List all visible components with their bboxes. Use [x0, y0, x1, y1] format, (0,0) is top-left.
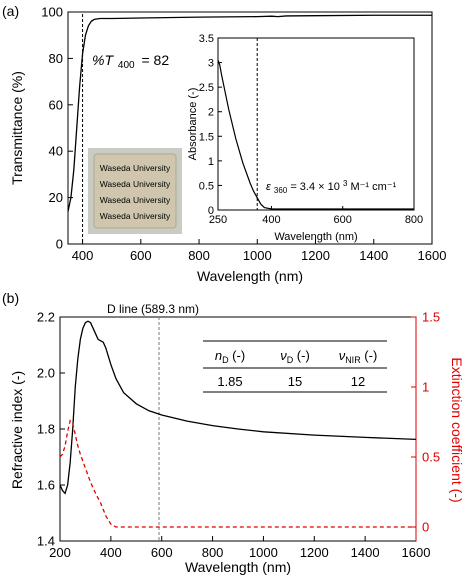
- inset-xtick-label: 400: [262, 214, 280, 226]
- vD-unit: (-): [293, 348, 310, 363]
- nD-unit: (-): [229, 348, 246, 363]
- panel-a-ytick-label: 80: [49, 51, 63, 66]
- inset-annotation-value: = 3.4 × 10: [290, 181, 340, 193]
- panel-a-ylabel: Transmittance (%): [9, 71, 25, 185]
- panel-b-label: (b): [2, 290, 19, 306]
- panel-b-extinction-coefficient-curve: [59, 419, 416, 528]
- inset-absorption-annotation: ε 360 = 3.4 × 10 3 M⁻¹ cm⁻¹: [266, 177, 397, 196]
- inset-xtick-label: 600: [334, 214, 352, 226]
- inset-ytick-label: 1.5: [199, 131, 214, 143]
- panel-b-refractive-index-curve: [59, 320, 417, 495]
- panel-a-ytick-label: 100: [41, 5, 63, 20]
- panel-a-xlabel: Wavelength (nm): [197, 268, 303, 284]
- inset-annotation-epsilon: ε: [266, 181, 271, 193]
- photo-text-line-1: Waseda University: [100, 163, 171, 173]
- table-header-vD: νD (-): [280, 348, 310, 365]
- inset-ytick-label: 3: [208, 58, 214, 70]
- panel-b-y2tick-label: 0.5: [422, 450, 440, 465]
- table-value-vNIR: 12: [351, 374, 365, 389]
- panel-b: (b) 200 400 600 800 1000 1200 1400 1600 1.4 1.6 1.…: [2, 290, 462, 575]
- vNIR-symbol: ν: [339, 348, 346, 363]
- film-photo: Waseda University Waseda University Wase…: [88, 148, 182, 234]
- panel-b-ytick-label: 2.0: [37, 366, 55, 381]
- inset-plot-frame: [217, 37, 415, 211]
- photo-text-line-4: Waseda University: [100, 211, 171, 221]
- photo-text-line-3: Waseda University: [100, 195, 171, 205]
- inset-xtick-label: 250: [209, 214, 227, 226]
- inset-ticks: 250 400 600 800 0 0.5 1 1.5 2 2.5 3 3.5: [199, 33, 423, 226]
- vNIR-unit: (-): [361, 348, 378, 363]
- panel-b-y2tick-label: 0: [422, 520, 429, 535]
- panel-b-xtick-label: 200: [49, 545, 71, 560]
- panel-a-ytick-label: 0: [56, 237, 63, 252]
- panel-a-xtick-label: 600: [130, 248, 152, 263]
- panel-b-xtick-label: 1200: [300, 545, 329, 560]
- panel-a-ytick-label: 40: [49, 144, 63, 159]
- panel-a-xtick-label: 1400: [359, 248, 388, 263]
- inset-absorbance-curve: [217, 59, 414, 210]
- panel-b-ylabel: Refractive index (-): [9, 371, 25, 489]
- vNIR-subscript: NIR: [345, 355, 361, 365]
- panel-b-y2tick-label: 1.5: [422, 310, 440, 325]
- panel-b-xtick-label: 600: [151, 545, 173, 560]
- annotation-T-subscript: 400: [118, 60, 135, 71]
- panel-a-xtick-label: 800: [188, 248, 210, 263]
- panel-b-xtick-label: 1000: [249, 545, 278, 560]
- panel-a-ytick-label: 60: [49, 97, 63, 112]
- inset-annotation-subscript: 360: [274, 186, 288, 195]
- panel-b-xtick-label: 800: [202, 545, 224, 560]
- table-value-nD: 1.85: [217, 374, 242, 389]
- annotation-T-symbol: %T: [92, 52, 114, 68]
- annotation-T-value: = 82: [141, 52, 169, 68]
- panel-b-y2tick-label: 1: [422, 380, 429, 395]
- panel-b-ytick-label: 1.8: [37, 422, 55, 437]
- inset-ytick-label: 2: [208, 107, 214, 119]
- photo-text-line-2: Waseda University: [100, 179, 171, 189]
- panel-a-inset: 250 400 600 800 0 0.5 1 1.5 2 2.5 3 3.5 Absorbance …: [187, 33, 423, 243]
- panel-a-ytick-label: 20: [49, 190, 63, 205]
- panel-b-xtick-label: 1400: [351, 545, 380, 560]
- panel-a-transmittance-curve: [67, 14, 432, 212]
- vD-symbol: ν: [280, 348, 287, 363]
- panel-a-label: (a): [2, 3, 19, 19]
- panel-b-ytick-label: 1.6: [37, 478, 55, 493]
- inset-annotation-superscript: 3: [343, 179, 348, 188]
- panel-a-xtick-label: 1600: [418, 248, 447, 263]
- inset-ytick-label: 0.5: [199, 180, 214, 192]
- panel-b-ticks: 200 400 600 800 1000 1200 1400 1600 1.4 1.6 1.8 2.0…: [37, 310, 440, 561]
- panel-a-plot-frame: [67, 11, 433, 245]
- panel-a-transmittance-annotation: %T 400 = 82: [92, 52, 169, 71]
- panel-b-ytick-label: 1.4: [37, 534, 55, 549]
- nD-subscript: D: [222, 355, 229, 365]
- inset-ytick-label: 2.5: [199, 82, 214, 94]
- nD-symbol: n: [215, 348, 222, 363]
- inset-xlabel: Wavelength (nm): [274, 231, 357, 243]
- panel-b-xtick-label: 400: [100, 545, 122, 560]
- optical-constants-table: nD (-) νD (-) νNIR (-) 1.85 15 12: [203, 340, 387, 393]
- panel-b-d-line-label: D line (589.3 nm): [107, 302, 199, 316]
- table-value-vD: 15: [288, 374, 302, 389]
- panel-b-y2label: Extinction coefficient (-): [449, 357, 462, 502]
- panel-a: (a) 400 600 800 1000 1200 1400 160002040608010…: [2, 3, 446, 284]
- panel-b-ytick-label: 2.2: [37, 310, 55, 325]
- inset-annotation-unit: M⁻¹ cm⁻¹: [350, 181, 396, 193]
- panel-a-xtick-label: 400: [72, 248, 94, 263]
- table-header-nD: nD (-): [215, 348, 245, 365]
- vD-subscript: D: [287, 355, 294, 365]
- table-header-vNIR: νNIR (-): [339, 348, 378, 365]
- film-sample: [93, 153, 177, 229]
- panel-a-xtick-label: 1000: [243, 248, 272, 263]
- inset-ytick-label: 1: [208, 156, 214, 168]
- inset-xtick-label: 800: [405, 214, 423, 226]
- inset-ytick-label: 3.5: [199, 33, 214, 45]
- panel-a-xtick-label: 1200: [301, 248, 330, 263]
- inset-ytick-label: 0: [208, 205, 214, 217]
- panel-b-xlabel: Wavelength (nm): [185, 559, 291, 575]
- panel-b-xtick-label: 1600: [402, 545, 431, 560]
- inset-ylabel: Absorbance (-): [187, 88, 199, 161]
